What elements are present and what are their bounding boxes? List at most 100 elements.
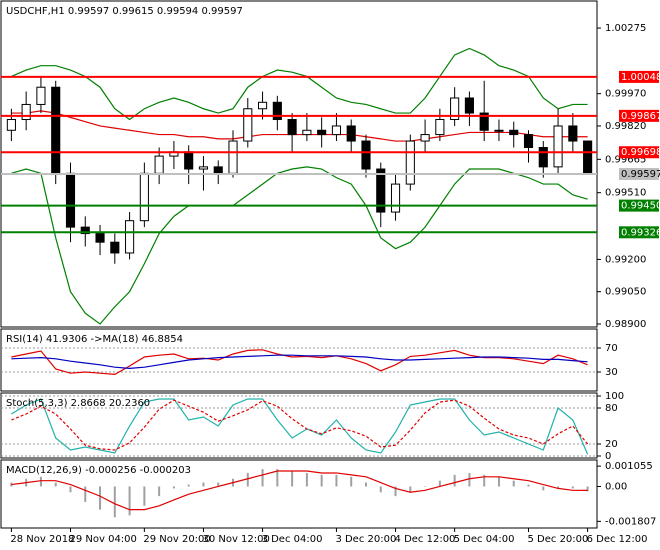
histogram-bar bbox=[394, 486, 397, 497]
panel-title: USDCHF,H1 0.99597 0.99615 0.99594 0.9959… bbox=[6, 6, 243, 17]
candle-body bbox=[346, 125, 356, 142]
candle-body bbox=[21, 103, 31, 121]
histogram-bar bbox=[246, 472, 249, 487]
x-tick-label: 4 Dec 12:00 bbox=[395, 534, 456, 545]
histogram-bar bbox=[261, 469, 264, 487]
y-tick-label: 0.99050 bbox=[605, 287, 646, 298]
level-label: 0.99326 bbox=[621, 227, 660, 238]
y-tick-label: 0.99510 bbox=[605, 188, 646, 199]
histogram-bar bbox=[291, 471, 294, 487]
level-label: 0.99450 bbox=[621, 201, 660, 212]
histogram-bar bbox=[143, 486, 146, 506]
panel-frame bbox=[0, 328, 598, 392]
histogram-bar bbox=[468, 472, 471, 487]
histogram-bar bbox=[542, 486, 545, 491]
histogram-bar bbox=[276, 469, 279, 487]
indicator-line bbox=[11, 47, 588, 121]
level-label-box bbox=[619, 70, 659, 83]
candle-body bbox=[553, 125, 563, 168]
histogram-bar bbox=[84, 486, 87, 502]
level-label: 0.99867 bbox=[621, 111, 660, 122]
candle-body bbox=[80, 226, 90, 235]
candle-body bbox=[317, 129, 327, 136]
histogram-bar bbox=[320, 474, 323, 487]
candle-body bbox=[213, 166, 223, 174]
candle-body bbox=[272, 101, 282, 121]
candle-body bbox=[420, 134, 430, 142]
histogram-bar bbox=[39, 476, 42, 487]
histogram-bar bbox=[305, 472, 308, 487]
candle-body bbox=[228, 140, 238, 174]
panel-title: MACD(12,26,9) -0.000256 -0.000203 bbox=[6, 465, 191, 476]
panel-frame bbox=[0, 0, 598, 328]
histogram-bar bbox=[99, 486, 102, 510]
candle-body bbox=[361, 140, 371, 170]
candle-body bbox=[435, 119, 445, 136]
panel-frame bbox=[0, 459, 598, 529]
x-tick-label: 3 Dec 20:00 bbox=[335, 534, 396, 545]
histogram-bar bbox=[453, 474, 456, 487]
level-label-box bbox=[619, 199, 659, 212]
candle-body bbox=[390, 183, 401, 213]
x-tick-label: 29 Nov 04:00 bbox=[69, 534, 136, 545]
candle-body bbox=[583, 140, 593, 175]
candle-body bbox=[494, 129, 504, 132]
candle-body bbox=[65, 172, 76, 228]
candle-body bbox=[95, 233, 105, 243]
level-label: 1.00048 bbox=[621, 72, 660, 83]
histogram-bar bbox=[69, 486, 72, 493]
candle-body bbox=[331, 125, 342, 136]
level-label-box bbox=[619, 146, 659, 159]
x-tick-label: 3 Dec 04:00 bbox=[262, 534, 323, 545]
histogram-bar bbox=[512, 480, 515, 487]
candle-body bbox=[184, 151, 194, 170]
candle-body bbox=[464, 97, 474, 114]
candle-body bbox=[523, 134, 534, 148]
candle-body bbox=[538, 146, 548, 168]
y-tick-label: 0.98900 bbox=[605, 319, 646, 330]
candle-body bbox=[6, 119, 16, 131]
panel-frame bbox=[0, 392, 598, 459]
histogram-bar bbox=[379, 486, 382, 493]
candle-body bbox=[376, 168, 386, 213]
x-tick-label: 5 Dec 20:00 bbox=[528, 534, 589, 545]
histogram-bar bbox=[497, 476, 500, 487]
histogram-bar bbox=[364, 482, 367, 487]
candle-body bbox=[51, 86, 61, 174]
histogram-bar bbox=[350, 476, 353, 487]
y-tick-label: 80 bbox=[605, 403, 618, 414]
panel-title: RSI(14) 41.9306 ->MA(18) 46.8854 bbox=[6, 334, 183, 345]
histogram-bar bbox=[10, 482, 13, 487]
level-label-box bbox=[619, 226, 659, 239]
level-label-box bbox=[619, 109, 659, 122]
histogram-bar bbox=[172, 486, 175, 489]
y-tick-label: 1.00275 bbox=[605, 23, 646, 34]
histogram-bar bbox=[557, 486, 560, 489]
candle-body bbox=[450, 97, 460, 121]
histogram-bar bbox=[409, 486, 412, 493]
candle-body bbox=[568, 125, 578, 142]
level-label: 0.99698 bbox=[621, 147, 660, 158]
y-tick-label: 0 bbox=[605, 451, 611, 462]
y-tick-label: 30 bbox=[605, 367, 618, 378]
x-tick-label: 30 Nov 12:00 bbox=[202, 534, 269, 545]
histogram-bar bbox=[202, 482, 205, 487]
histogram-bar bbox=[438, 480, 441, 487]
histogram-bar bbox=[128, 486, 131, 516]
histogram-bar bbox=[187, 484, 190, 487]
y-tick-label: 0.001055 bbox=[605, 461, 653, 472]
y-tick-label: 70 bbox=[605, 343, 618, 354]
indicator-line bbox=[11, 470, 588, 511]
level-label-box bbox=[619, 167, 659, 180]
candle-body bbox=[198, 166, 209, 170]
candle-body bbox=[139, 172, 149, 222]
y-tick-label: -0.001807 bbox=[605, 516, 656, 527]
histogram-bar bbox=[217, 482, 220, 487]
candle-body bbox=[509, 129, 519, 136]
panel-title: Stoch(5,3,3) 2.8668 20.2360 bbox=[6, 398, 150, 409]
histogram-bar bbox=[571, 486, 574, 489]
histogram-bar bbox=[586, 486, 589, 492]
indicator-line bbox=[11, 110, 588, 142]
x-tick-label: 5 Dec 04:00 bbox=[454, 534, 515, 545]
